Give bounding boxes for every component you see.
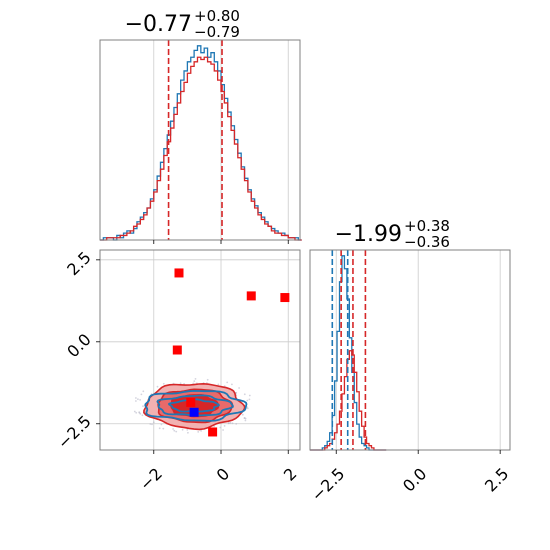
histogram-red xyxy=(100,56,302,241)
marker-red xyxy=(172,345,182,355)
sample-point xyxy=(135,397,137,399)
sample-point xyxy=(187,431,189,434)
sample-point xyxy=(235,391,238,394)
sample-point xyxy=(172,428,175,430)
sample-point xyxy=(231,422,234,425)
sample-point xyxy=(226,381,229,384)
sample-point xyxy=(135,400,137,402)
panel-frame xyxy=(99,39,301,241)
panel-title: −1.99 +0.38−0.36 xyxy=(335,217,450,251)
sample-point xyxy=(243,417,246,419)
sample-point xyxy=(200,430,203,432)
x-tick-label: 2 xyxy=(280,464,301,485)
x-tick-label: −2.5 xyxy=(308,464,349,505)
sample-point xyxy=(133,410,136,413)
sample-point xyxy=(135,411,138,414)
sample-point xyxy=(151,423,153,426)
sample-point xyxy=(175,430,178,433)
sample-point xyxy=(248,398,251,401)
panel-frame xyxy=(309,249,511,451)
marker-red xyxy=(208,427,218,437)
sample-point xyxy=(142,405,144,407)
marker-red xyxy=(174,268,184,278)
panel-title: −0.77 +0.80−0.79 xyxy=(125,7,240,41)
sample-point xyxy=(238,387,241,389)
histogram-red xyxy=(310,350,387,451)
sample-point xyxy=(137,398,139,401)
sample-point xyxy=(244,419,247,422)
sample-point xyxy=(213,425,216,428)
sample-point xyxy=(227,422,230,424)
title-median: −0.77 xyxy=(125,12,192,37)
sample-point xyxy=(152,421,155,424)
sample-point xyxy=(222,429,225,431)
sample-point xyxy=(162,382,165,385)
y-tick-label: −2.5 xyxy=(54,412,95,453)
sample-point xyxy=(197,431,200,433)
x-tick-label: 0 xyxy=(213,464,234,485)
scatter-contour-panel: −2 0 2 2.5 0.0 −2.5 xyxy=(54,248,301,494)
histogram-blue xyxy=(100,45,302,241)
sample-point xyxy=(217,383,220,386)
x-tick-label: 2.5 xyxy=(481,464,512,495)
sample-point xyxy=(181,428,184,431)
contour-blue xyxy=(168,398,221,413)
sample-point xyxy=(223,425,226,427)
panel-frame xyxy=(99,249,301,451)
sample-point xyxy=(246,407,249,410)
histogram-blue xyxy=(310,255,387,451)
histogram-panel-param2: −2.5 0.0 2.5 −1.99 +0.38−0.36 xyxy=(308,217,513,505)
title-minus-error: −0.36 xyxy=(404,233,450,251)
marker-red xyxy=(280,293,290,303)
x-tick-label: −2 xyxy=(136,464,166,494)
plot-area xyxy=(133,268,290,437)
title-median: −1.99 xyxy=(335,222,402,247)
sample-point xyxy=(248,394,251,397)
sample-point xyxy=(194,378,197,380)
sample-point xyxy=(186,429,189,431)
contour-blue xyxy=(144,389,248,422)
sample-point xyxy=(160,423,163,426)
title-plus-error: +0.80 xyxy=(194,7,240,25)
sample-point xyxy=(206,378,209,381)
sample-point xyxy=(156,385,159,388)
sample-point xyxy=(231,383,233,386)
sample-point xyxy=(173,429,176,432)
sample-point xyxy=(158,427,161,430)
histogram-panel-param1: −0.77 +0.80−0.79 xyxy=(99,7,302,244)
title-minus-error: −0.79 xyxy=(194,23,240,41)
y-tick-label: 2.5 xyxy=(63,248,94,279)
y-tick-label: 0.0 xyxy=(63,330,94,361)
title-plus-error: +0.38 xyxy=(404,217,450,235)
contour-blue xyxy=(156,394,234,417)
sample-point xyxy=(162,427,165,430)
sample-point xyxy=(179,382,182,385)
x-tick-label: 0.0 xyxy=(399,464,430,495)
sample-point xyxy=(229,421,232,424)
sample-point xyxy=(139,412,142,415)
marker-blue xyxy=(189,407,199,417)
sample-point xyxy=(246,399,249,402)
marker-red xyxy=(186,397,196,407)
sample-point xyxy=(142,390,145,393)
sample-point xyxy=(241,413,244,416)
sample-point xyxy=(193,380,196,382)
sample-point xyxy=(138,411,141,413)
sample-point xyxy=(149,423,152,425)
sample-point xyxy=(139,399,142,401)
marker-red xyxy=(246,291,256,301)
sample-point xyxy=(140,393,143,396)
sample-point xyxy=(243,393,246,396)
sample-point xyxy=(219,426,222,429)
sample-point xyxy=(235,423,238,425)
sample-point xyxy=(141,414,144,417)
